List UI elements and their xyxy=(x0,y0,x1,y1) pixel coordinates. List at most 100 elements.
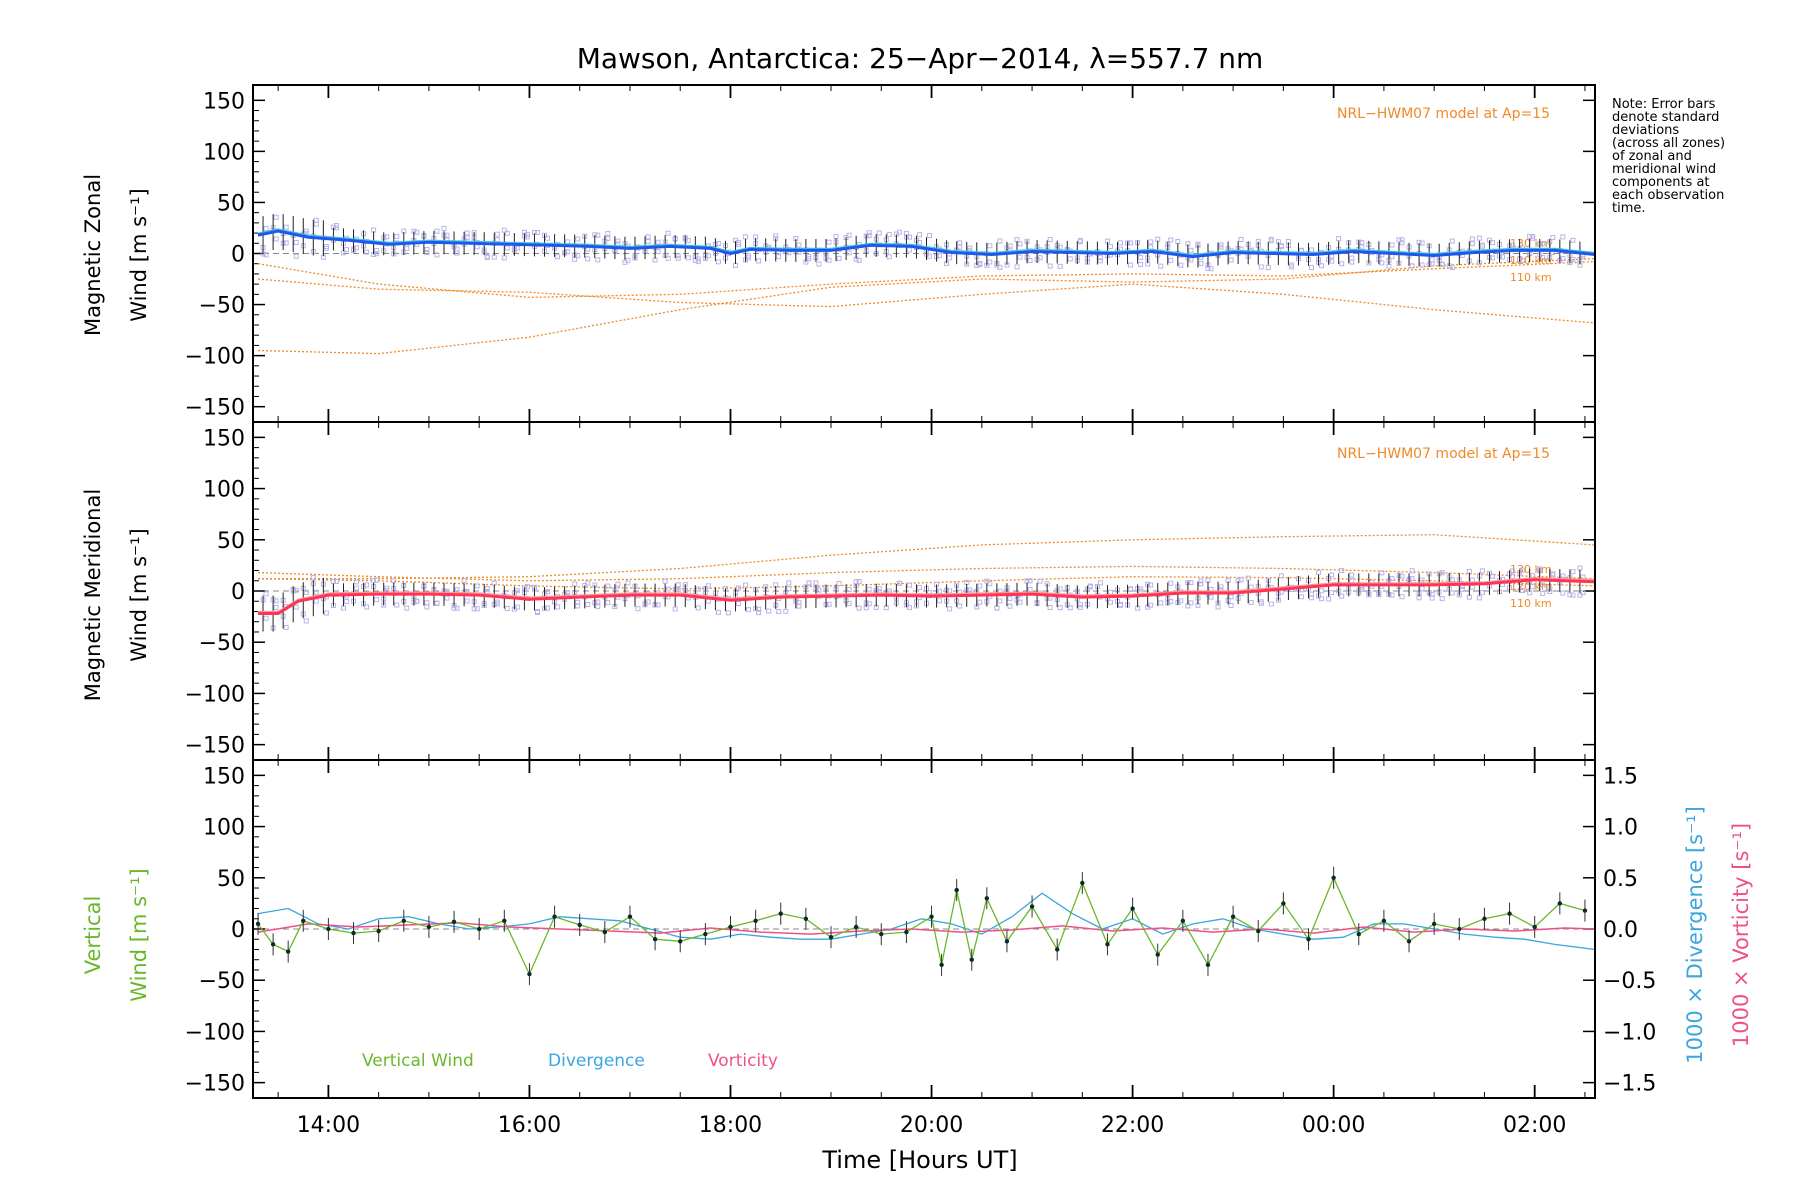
zone-estimate xyxy=(1047,605,1053,611)
zone-estimate xyxy=(896,580,902,586)
zone-estimate xyxy=(1429,595,1435,601)
zone-estimate xyxy=(1399,240,1405,246)
zone-estimate xyxy=(675,255,681,261)
zone-estimate xyxy=(1540,241,1546,247)
zone-estimate xyxy=(1107,243,1113,249)
zone-estimate xyxy=(937,588,943,594)
zone-estimate xyxy=(916,585,922,591)
vertical-wind-point xyxy=(1004,939,1010,944)
zone-estimate xyxy=(1265,265,1271,271)
y-tick-label: 150 xyxy=(203,426,245,451)
zone-estimate xyxy=(725,610,731,616)
zone-estimate xyxy=(1567,592,1573,598)
zone-estimate xyxy=(394,233,400,239)
zone-estimate xyxy=(1530,235,1536,241)
zone-estimate xyxy=(374,248,380,254)
zone-estimate xyxy=(572,581,578,587)
vertical-wind-point xyxy=(1532,924,1537,930)
zone-estimate xyxy=(1520,567,1526,573)
zone-estimate xyxy=(514,245,520,251)
zone-estimate xyxy=(1329,572,1335,578)
vertical-wind-point xyxy=(753,918,758,924)
zone-estimate xyxy=(354,579,360,585)
zone-estimate xyxy=(1309,591,1315,597)
vertical-wind-point xyxy=(828,934,834,940)
zone-estimate xyxy=(786,586,792,592)
zone-estimate xyxy=(1208,266,1214,272)
note-line: components at xyxy=(1612,175,1710,190)
zone-estimate xyxy=(1097,580,1103,586)
y-tick-label: 0 xyxy=(231,243,245,268)
panel-frame xyxy=(252,759,1596,1099)
zone-estimate xyxy=(695,586,701,592)
zone-estimate xyxy=(374,597,380,603)
zone-estimate xyxy=(595,604,601,610)
vertical-wind-point xyxy=(1507,911,1512,916)
y-tick-label: 50 xyxy=(217,867,245,892)
zone-estimate xyxy=(715,609,721,615)
zone-estimate xyxy=(987,580,993,586)
vertical-wind-point xyxy=(351,930,356,936)
vertical-wind-point xyxy=(652,937,658,942)
zone-estimate xyxy=(916,232,922,238)
zone-estimate xyxy=(1396,237,1402,243)
zone-estimate xyxy=(283,224,289,230)
zone-estimate xyxy=(1077,239,1083,245)
zone-estimate xyxy=(685,255,691,261)
zone-estimate xyxy=(340,605,346,611)
y-tick-label: 100 xyxy=(203,140,245,165)
zone-estimate xyxy=(1570,256,1576,262)
right-y-tick-label: −0.5 xyxy=(1603,969,1656,994)
zone-estimate xyxy=(1520,588,1526,594)
zone-estimate xyxy=(1500,254,1506,260)
zone-estimate xyxy=(1238,577,1244,583)
zone-estimate xyxy=(1419,586,1425,592)
zone-estimate xyxy=(977,262,983,268)
zone-estimate xyxy=(906,604,912,610)
zone-estimate xyxy=(1349,259,1355,265)
zone-estimate xyxy=(957,603,963,609)
zone-estimate xyxy=(1489,255,1495,261)
zone-estimate xyxy=(1469,241,1475,247)
vertical-wind-point xyxy=(1256,928,1261,934)
zone-estimate xyxy=(977,599,983,605)
zone-estimate xyxy=(1097,255,1103,261)
vertical-wind-point xyxy=(1381,918,1387,924)
zone-estimate xyxy=(1540,255,1546,261)
zone-estimate xyxy=(1389,242,1395,248)
model-curve-120-km xyxy=(257,565,1596,582)
mean-wind-line xyxy=(257,229,1596,259)
zone-estimate xyxy=(1017,254,1023,260)
zone-estimate xyxy=(303,589,309,595)
vorticity-axis-label: 1000 × Vorticity [s⁻¹] xyxy=(1729,823,1753,1047)
zone-estimate xyxy=(906,582,912,588)
zone-estimate xyxy=(1118,240,1124,246)
zone-estimate xyxy=(1258,600,1264,606)
zone-estimate xyxy=(1560,590,1566,596)
zonal-model-label: NRL−HWM07 model at Ap=15 xyxy=(1337,106,1550,122)
zone-estimate xyxy=(886,231,892,237)
zone-estimate xyxy=(330,578,336,584)
zone-estimate xyxy=(1359,244,1365,250)
legend-vertical-wind: Vertical Wind xyxy=(362,1051,474,1071)
zone-estimate xyxy=(655,249,661,255)
zone-estimate xyxy=(585,256,591,262)
zone-estimate xyxy=(1429,257,1435,263)
divergence-line xyxy=(257,892,1596,951)
zone-estimate xyxy=(816,261,822,267)
zone-estimate xyxy=(1479,589,1485,595)
chart-title: Mawson, Antarctica: 25−Apr−2014, λ=557.7… xyxy=(577,42,1264,75)
zone-estimate xyxy=(743,234,749,240)
zone-estimate xyxy=(464,598,470,604)
zone-estimate xyxy=(514,588,520,594)
zone-estimate xyxy=(545,235,551,241)
zone-estimate xyxy=(1560,234,1566,240)
zone-estimate xyxy=(293,253,299,259)
x-tick-label: 00:00 xyxy=(1302,1113,1365,1138)
zone-estimate xyxy=(615,581,621,587)
zone-estimate xyxy=(585,580,591,586)
zone-estimate xyxy=(454,246,460,252)
model-curve-120-km xyxy=(257,261,1596,299)
zone-estimate xyxy=(575,603,581,609)
